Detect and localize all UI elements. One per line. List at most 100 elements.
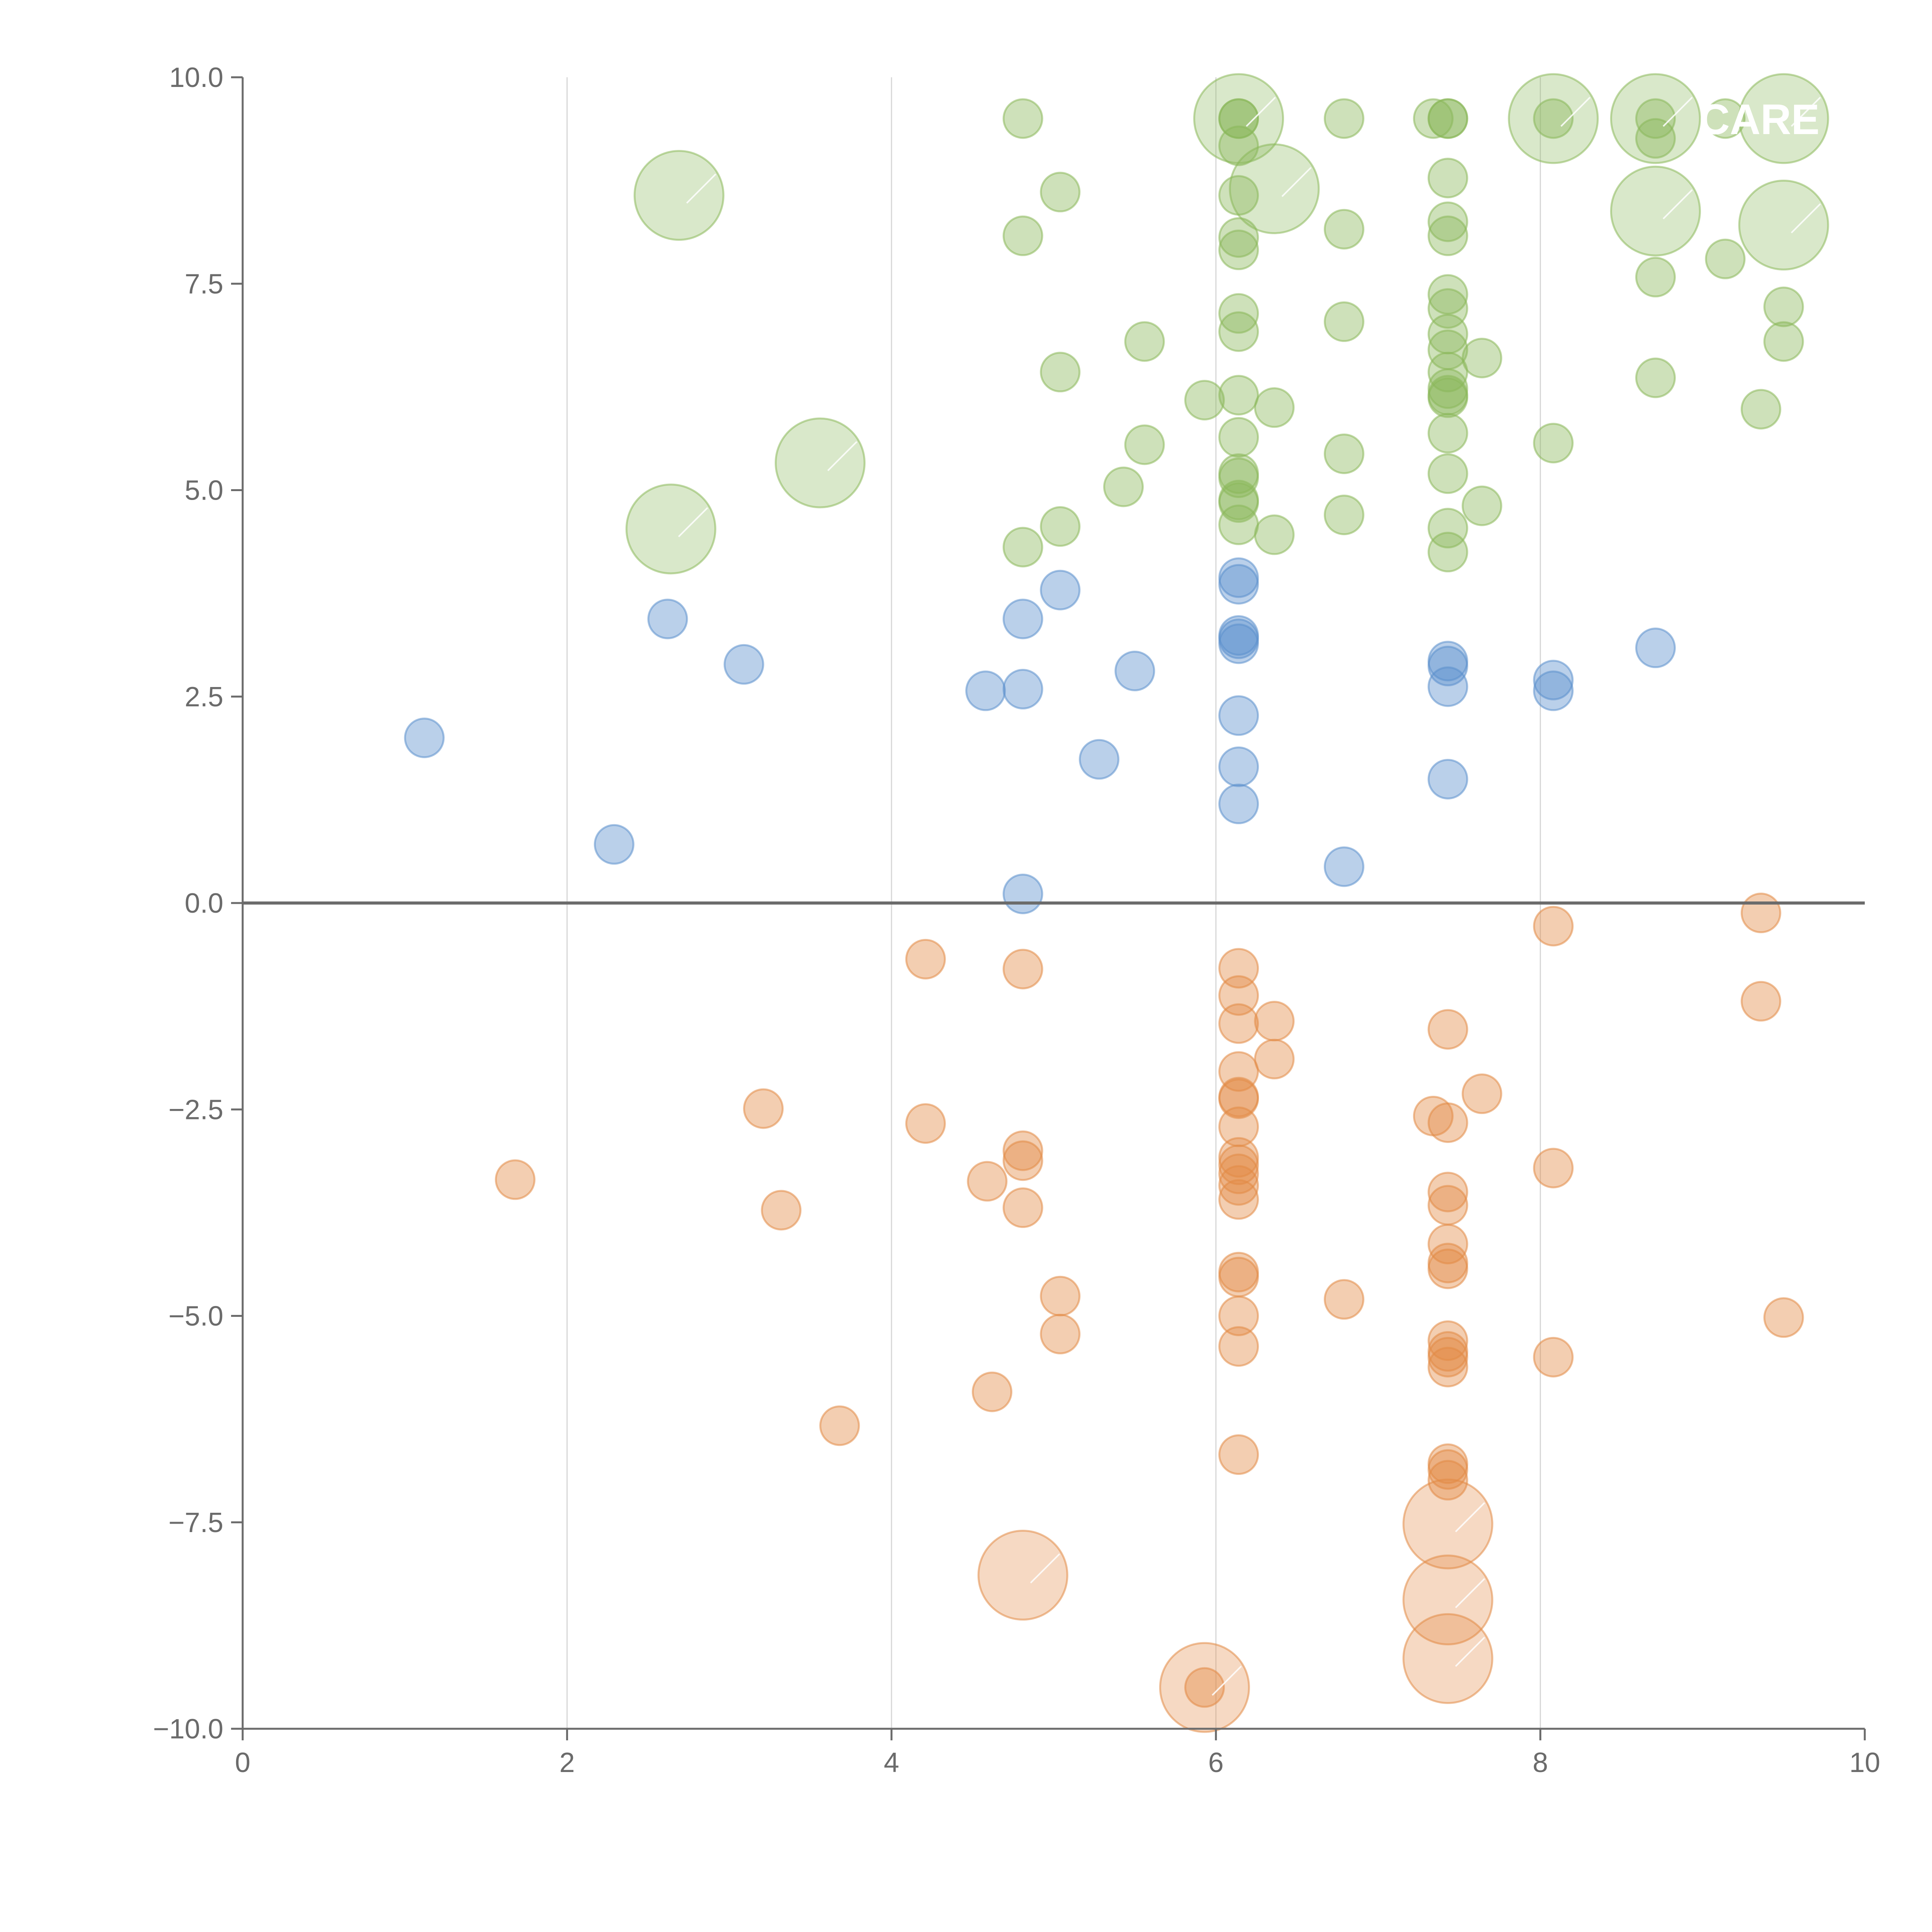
top-bubble-52 bbox=[1427, 453, 1468, 494]
top-bubble-58 bbox=[1533, 423, 1574, 464]
x-tick-label-4: 8 bbox=[1532, 1747, 1548, 1778]
top-bubble-33 bbox=[1323, 209, 1364, 250]
y-tick-label-4: 0.0 bbox=[185, 888, 223, 919]
top-bubble-24 bbox=[1218, 457, 1259, 498]
negative-bubble-32 bbox=[1218, 1326, 1259, 1367]
top-bubble-31 bbox=[1229, 143, 1320, 234]
negative-bubble-4 bbox=[905, 939, 946, 980]
top-bubble-50 bbox=[1427, 377, 1468, 418]
top-bubble-69 bbox=[1763, 286, 1804, 327]
negative-bubble-31 bbox=[1218, 1296, 1259, 1336]
negative-bubble-7 bbox=[971, 1371, 1012, 1412]
negative-bubble-27 bbox=[1218, 1165, 1259, 1206]
negative-bubble-19 bbox=[1218, 1003, 1259, 1044]
top-leader-64 bbox=[1663, 97, 1693, 127]
negative-bubble-0 bbox=[495, 1159, 536, 1200]
top-bubble-7 bbox=[1040, 352, 1081, 393]
top-bubble-55 bbox=[1461, 338, 1502, 379]
positive-bubble-22 bbox=[1427, 666, 1468, 707]
top-leader-0 bbox=[678, 507, 708, 537]
top-bubble-36 bbox=[1323, 495, 1364, 536]
y-tick-label-2: 5.0 bbox=[185, 475, 223, 506]
negative-bubble-30 bbox=[1218, 1257, 1259, 1298]
negative-bubble-47 bbox=[1427, 1337, 1468, 1378]
top-leader-31 bbox=[1281, 167, 1312, 197]
positive-bubble-26 bbox=[1635, 628, 1676, 668]
top-bubble-12 bbox=[1184, 380, 1225, 421]
negative-bubble-8 bbox=[1002, 949, 1043, 990]
top-bubble-32 bbox=[1323, 98, 1364, 139]
negative-bubble-12 bbox=[1040, 1276, 1081, 1316]
positive-bubble-5 bbox=[1002, 669, 1043, 710]
top-bubble-40 bbox=[1427, 158, 1468, 199]
top-bubble-34 bbox=[1323, 301, 1364, 342]
positive-bubble-18 bbox=[1218, 784, 1259, 825]
positive-bubble-21 bbox=[1427, 646, 1468, 687]
positive-bubble-7 bbox=[1002, 873, 1043, 914]
positive-bubble-0 bbox=[404, 718, 445, 759]
negative-leader-52 bbox=[1455, 1502, 1485, 1532]
top-bubble-5 bbox=[1002, 527, 1043, 568]
top-bubble-30 bbox=[1254, 514, 1295, 555]
top-bubble-21 bbox=[1218, 375, 1259, 416]
top-bubble-39 bbox=[1427, 98, 1468, 139]
top-bubble-18 bbox=[1218, 230, 1259, 270]
y-tick-label-5: −2.5 bbox=[168, 1094, 223, 1125]
annotation-label-0: CARE bbox=[1699, 96, 1820, 143]
negative-leader-53 bbox=[1455, 1578, 1485, 1609]
x-tick-label-3: 6 bbox=[1208, 1747, 1224, 1778]
label-layer: 0 2 4 6 8 10 10.0 7.5 5.0 2.5 0.0 −2.5 −5.0 −7.5 −10.0… bbox=[153, 62, 1880, 1778]
top-bubble-26 bbox=[1218, 482, 1259, 523]
negative-bubble-9 bbox=[1002, 1130, 1043, 1171]
top-bubble-62 bbox=[1635, 257, 1676, 298]
top-bubble-42 bbox=[1427, 215, 1468, 256]
top-bubble-8 bbox=[1040, 506, 1081, 547]
negative-bubble-13 bbox=[1040, 1314, 1081, 1355]
negative-leader-16 bbox=[1211, 1665, 1242, 1696]
top-bubble-1 bbox=[633, 150, 724, 241]
positive-bubble-9 bbox=[1079, 739, 1120, 780]
top-leader-2 bbox=[827, 441, 857, 471]
negative-bubble-18 bbox=[1218, 975, 1259, 1016]
negative-bubble-60 bbox=[1740, 981, 1781, 1022]
top-leader-28 bbox=[1246, 97, 1276, 127]
negative-bubble-58 bbox=[1533, 1337, 1574, 1378]
positive-bubble-15 bbox=[1218, 623, 1259, 664]
top-bubble-64 bbox=[1610, 73, 1701, 164]
top-leader-72 bbox=[1791, 203, 1821, 233]
positive-bubble-25 bbox=[1533, 670, 1574, 711]
positive-bubble-2 bbox=[647, 599, 688, 639]
top-bubble-22 bbox=[1218, 417, 1259, 458]
y-tick-label-8: −10.0 bbox=[153, 1714, 223, 1745]
top-bubble-65 bbox=[1610, 165, 1701, 257]
top-bubble-63 bbox=[1635, 357, 1676, 398]
top-bubble-57 bbox=[1533, 98, 1574, 139]
top-bubble-67 bbox=[1705, 238, 1746, 279]
negative-bubble-5 bbox=[905, 1103, 946, 1144]
negative-bubble-54 bbox=[1402, 1613, 1493, 1704]
negative-bubble-15 bbox=[1184, 1667, 1225, 1708]
top-bubble-20 bbox=[1218, 311, 1259, 352]
x-tick-label-1: 2 bbox=[560, 1747, 575, 1778]
top-bubble-2 bbox=[774, 417, 866, 509]
positive-bubble-3 bbox=[723, 644, 764, 685]
negative-bubble-33 bbox=[1218, 1434, 1259, 1475]
top-bubble-6 bbox=[1040, 172, 1081, 213]
negative-bubble-36 bbox=[1323, 1279, 1364, 1320]
negative-bubble-34 bbox=[1254, 1001, 1295, 1042]
top-bubble-71 bbox=[1738, 73, 1829, 164]
y-tick-label-6: −5.0 bbox=[168, 1301, 223, 1332]
positive-bubble-8 bbox=[1040, 570, 1081, 611]
x-tick-label-0: 0 bbox=[235, 1747, 250, 1778]
negative-bubble-57 bbox=[1533, 1148, 1574, 1189]
negative-bubble-22 bbox=[1218, 1078, 1259, 1119]
top-bubble-66 bbox=[1705, 98, 1746, 139]
y-tick-label-3: 2.5 bbox=[185, 682, 223, 713]
positive-bubble-17 bbox=[1218, 746, 1259, 787]
x-tick-label-2: 4 bbox=[884, 1747, 899, 1778]
top-bubble-9 bbox=[1103, 466, 1144, 507]
top-bubble-15 bbox=[1218, 125, 1259, 166]
positive-bubble-23 bbox=[1427, 759, 1468, 799]
negative-bubble-10 bbox=[1002, 1140, 1043, 1181]
